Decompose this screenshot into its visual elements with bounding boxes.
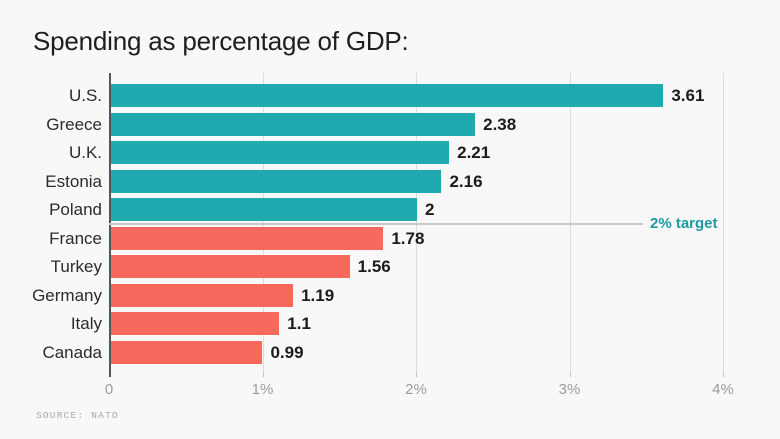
bar [111, 255, 350, 278]
category-label: Germany [32, 285, 102, 305]
value-label: 1.1 [287, 314, 311, 333]
value-label: 3.61 [671, 86, 705, 105]
bar [111, 283, 294, 307]
bar-row-estonia: Estonia 2.16 [45, 169, 723, 199]
category-label: France [49, 228, 102, 248]
bar [111, 112, 476, 136]
category-label: Italy [70, 314, 102, 333]
x-tick-label: 4% [712, 381, 734, 398]
category-label: Poland [49, 200, 102, 219]
gridline-3% [569, 73, 571, 372]
bar-row-uk: U.K. 2.21 [69, 141, 723, 170]
target-line-label: 2% target [650, 215, 718, 232]
value-label: 2 [425, 200, 435, 219]
chart-title: Spending as percentage of GDP: [33, 26, 409, 56]
tick-mark [723, 372, 724, 377]
tick-mark [416, 372, 417, 377]
gridline-1% [262, 73, 264, 372]
x-tick-label: 2% [405, 381, 427, 398]
bar [111, 340, 263, 364]
value-label: 1.56 [357, 257, 391, 276]
category-label: Canada [42, 342, 102, 362]
bar-row-france: France 1.78 [49, 226, 723, 256]
bar [111, 198, 417, 221]
value-label: 1.19 [301, 285, 335, 305]
x-tick-label: 0 [104, 381, 114, 398]
value-label: 2.16 [449, 171, 483, 191]
bar [111, 169, 442, 193]
category-label: U.S. [68, 86, 102, 105]
category-label: Greece [46, 114, 102, 134]
category-label: Estonia [45, 171, 102, 191]
bar-row-us: U.S. 3.61 [69, 84, 723, 113]
tick-mark [262, 372, 264, 377]
bar-row-poland: Poland 2 [49, 198, 723, 227]
category-label: Turkey [50, 257, 102, 276]
bar-row-canada: Canada 0.99 [42, 340, 723, 370]
value-label: 2.38 [483, 114, 517, 134]
value-label: 0.99 [270, 342, 304, 362]
x-tick-label: 1% [251, 381, 274, 398]
source-note: SOURCE: NATO [36, 410, 119, 421]
value-label: 1.78 [391, 228, 425, 248]
bar [111, 226, 384, 250]
bar-rows: U.S. 3.61 Greece 2.38 U.K. 2.21 Estonia 2.16 Pol… [32, 84, 723, 370]
x-axis: 0 1% 2% 3% 4% [105, 381, 734, 399]
gridline-4% [723, 73, 724, 372]
bar-row-germany: Germany 1.19 [32, 283, 723, 313]
plot-area: U.S. 3.61 Greece 2.38 U.K. 2.21 Estonia 2.16 Pol… [32, 73, 724, 377]
y-axis-line [109, 73, 111, 377]
bar-row-italy: Italy 1.1 [71, 312, 723, 341]
tick-mark [569, 372, 571, 377]
value-label: 2.21 [457, 143, 491, 162]
bar [111, 84, 664, 107]
target-line [109, 223, 643, 225]
bar [111, 141, 450, 164]
bar [111, 312, 280, 335]
gridline-2% [416, 73, 417, 372]
x-tick-label: 3% [558, 381, 581, 398]
bar-row-greece: Greece 2.38 [46, 112, 723, 142]
bar-row-turkey: Turkey 1.56 [51, 255, 723, 284]
category-label: U.K. [68, 143, 102, 162]
